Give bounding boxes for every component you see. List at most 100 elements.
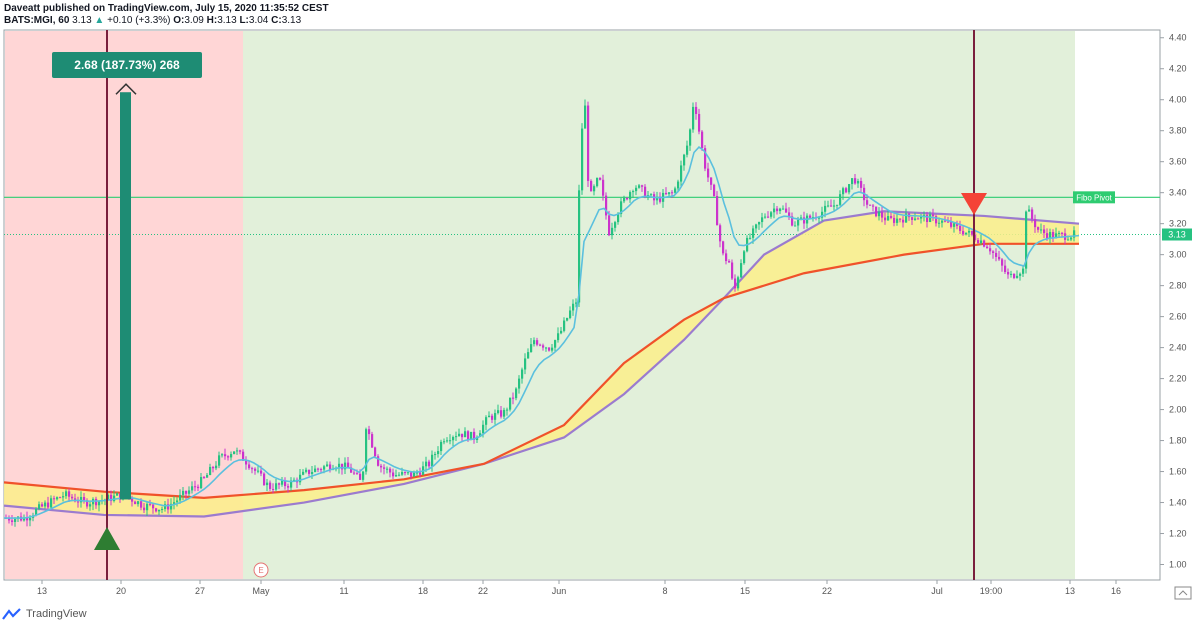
slow-ma-line-b <box>3 210 1080 518</box>
candle-body <box>440 441 443 452</box>
candle-body <box>35 508 38 516</box>
candle-body <box>887 216 890 221</box>
candle-body <box>146 503 149 511</box>
candle-body <box>281 480 284 485</box>
candle-body <box>419 472 422 475</box>
candle-body <box>659 196 662 202</box>
candle-body <box>455 436 458 438</box>
candle-body <box>140 501 143 508</box>
candle-body <box>923 214 926 216</box>
candle-body <box>566 318 569 321</box>
ohlc-line: BATS:MGI, 60 3.13 ▲ +0.10 (+3.3%) O:3.09… <box>4 15 301 26</box>
candle-body <box>539 344 542 346</box>
candle-body <box>635 187 638 192</box>
candle-body <box>674 188 677 193</box>
change-value: +0.10 (+3.3%) <box>107 15 171 26</box>
candle-body <box>503 409 506 417</box>
candle-body <box>167 504 170 510</box>
open-label: O: <box>173 15 185 26</box>
candle-body <box>824 205 827 212</box>
candle-body <box>59 497 62 499</box>
candle-body <box>14 518 17 522</box>
candle-body <box>299 474 302 483</box>
candle-body <box>395 475 398 477</box>
candle-body <box>842 188 845 195</box>
candle-body <box>1058 232 1061 234</box>
candle-body <box>680 165 683 182</box>
candle-body <box>263 473 266 486</box>
candle-body <box>839 194 842 205</box>
y-tick-label: 4.00 <box>1169 95 1187 105</box>
candle-body <box>896 218 899 223</box>
candle-body <box>632 191 635 193</box>
candle-body <box>515 388 518 399</box>
candle-body <box>287 486 290 488</box>
candle-body <box>554 340 557 348</box>
candle-body <box>722 241 725 254</box>
candle-body <box>509 397 512 410</box>
candle-body <box>482 424 485 434</box>
candle-body <box>812 216 815 218</box>
candle-body <box>311 472 314 474</box>
candle-body <box>710 177 713 185</box>
candle-body <box>185 490 188 494</box>
candle-body <box>290 480 293 488</box>
y-tick-label: 1.80 <box>1169 436 1187 446</box>
candle-body <box>950 221 953 227</box>
symbol-label: BATS:MGI, 60 <box>4 15 70 26</box>
tradingview-footer[interactable]: TradingView <box>2 606 87 622</box>
settings-icon[interactable] <box>1174 586 1192 600</box>
candle-body <box>470 431 473 441</box>
candle-body <box>614 222 617 228</box>
candle-body <box>587 105 590 181</box>
candle-body <box>389 468 392 473</box>
candle-body <box>980 240 983 244</box>
candle-body <box>170 503 173 510</box>
candle-body <box>350 467 353 473</box>
candle-body <box>323 466 326 470</box>
candle-body <box>599 177 602 180</box>
candle-body <box>320 469 323 471</box>
candle-body <box>326 464 329 467</box>
candle-body <box>542 345 545 348</box>
low-label: L: <box>239 15 249 26</box>
candle-body <box>731 262 734 279</box>
candle-body <box>488 415 491 418</box>
candle-body <box>992 251 995 253</box>
candle-body <box>884 217 887 221</box>
candle-body <box>197 486 200 489</box>
candle-body <box>725 253 728 262</box>
candle-body <box>161 508 164 510</box>
candle-body <box>191 486 194 491</box>
measure-arrow-shaft <box>120 92 131 500</box>
candle-body <box>572 303 575 311</box>
candle-body <box>56 497 59 500</box>
candle-body <box>728 261 731 263</box>
candle-body <box>341 463 344 470</box>
candle-body <box>491 415 494 420</box>
candle-body <box>926 214 929 223</box>
candle-body <box>71 496 74 499</box>
candle-body <box>200 477 203 489</box>
candle-body <box>629 192 632 200</box>
candle-body <box>698 113 701 132</box>
measure-label-box <box>52 52 202 78</box>
candle-body <box>845 188 848 193</box>
candle-body <box>137 501 140 505</box>
candle-body <box>944 220 947 222</box>
x-tick-label: Jun <box>552 586 567 596</box>
candle-body <box>251 468 254 470</box>
candle-body <box>266 482 269 486</box>
candle-body <box>23 517 26 521</box>
candle-body <box>512 397 515 399</box>
candle-body <box>143 507 146 511</box>
x-tick-label: 20 <box>116 586 126 596</box>
candle-body <box>716 196 719 226</box>
candle-body <box>1040 229 1043 231</box>
y-tick-label: 3.00 <box>1169 250 1187 260</box>
candle-body <box>620 201 623 215</box>
candle-body <box>965 232 968 235</box>
candle-body <box>707 168 710 178</box>
candle-body <box>44 502 47 507</box>
